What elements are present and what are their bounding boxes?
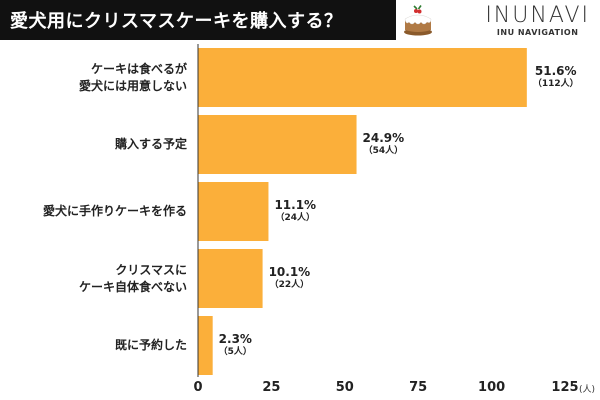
bar [198, 48, 527, 107]
category-label-line: 愛犬には用意しない [78, 78, 187, 93]
brand-subtitle: INU NAVIGATION [496, 28, 579, 37]
x-tick-label: 25 [262, 380, 281, 395]
x-tick-label: 125 [551, 380, 579, 395]
category-label: ケーキは食べるが愛犬には用意しない [79, 61, 187, 95]
bar [198, 249, 263, 308]
data-label-percent: 11.1% [274, 197, 317, 212]
data-label-count: （5人） [218, 346, 252, 357]
data-label-count: （22人） [269, 279, 310, 290]
x-tick-label: 100 [478, 380, 506, 395]
category-label: クリスマスにケーキ自体食べない [79, 262, 187, 296]
x-axis-unit: (人) [579, 385, 596, 395]
category-label: 購入する予定 [115, 136, 187, 153]
data-label-count: （24人） [275, 212, 316, 223]
data-label: 11.1% （24人） [274, 198, 316, 224]
bar [198, 115, 357, 174]
x-tick-label: 0 [193, 380, 203, 395]
title-bar: 愛犬用にクリスマスケーキを購入する？ [0, 0, 396, 40]
brand-name: INUNAVI [485, 3, 590, 28]
data-label-percent: 51.6% [534, 63, 577, 78]
category-label-line: 愛犬に手作りケーキを作る [42, 204, 187, 218]
category-label-line: ケーキ自体食べない [78, 279, 187, 294]
category-label: 既に予約した [115, 337, 187, 354]
christmas-cake-icon [404, 5, 432, 36]
category-label: 愛犬に手作りケーキを作る [43, 203, 187, 220]
bar [198, 316, 213, 375]
chart-title: 愛犬用にクリスマスケーキを購入する？ [10, 11, 343, 32]
x-tick-label: 50 [335, 380, 354, 395]
data-label: 24.9% （54人） [363, 131, 405, 157]
data-label: 51.6% （112人） [533, 64, 579, 90]
data-label: 2.3% （5人） [219, 332, 252, 358]
bar [198, 182, 269, 241]
category-label-line: 購入する予定 [114, 137, 187, 151]
category-label-line: ケーキは食べるが [90, 61, 187, 76]
x-tick-label: 75 [409, 380, 428, 395]
brand-logo: INUNAVI INU NAVIGATION [485, 3, 590, 38]
data-label-percent: 2.3% [218, 331, 252, 346]
data-label-count: （112人） [532, 78, 579, 89]
data-label-count: （54人） [363, 145, 404, 156]
category-label-line: 既に予約した [114, 338, 187, 352]
category-label-line: クリスマスに [115, 262, 187, 277]
data-label-percent: 10.1% [268, 264, 311, 279]
data-label: 10.1% （22人） [269, 265, 311, 291]
data-label-percent: 24.9% [362, 130, 405, 145]
